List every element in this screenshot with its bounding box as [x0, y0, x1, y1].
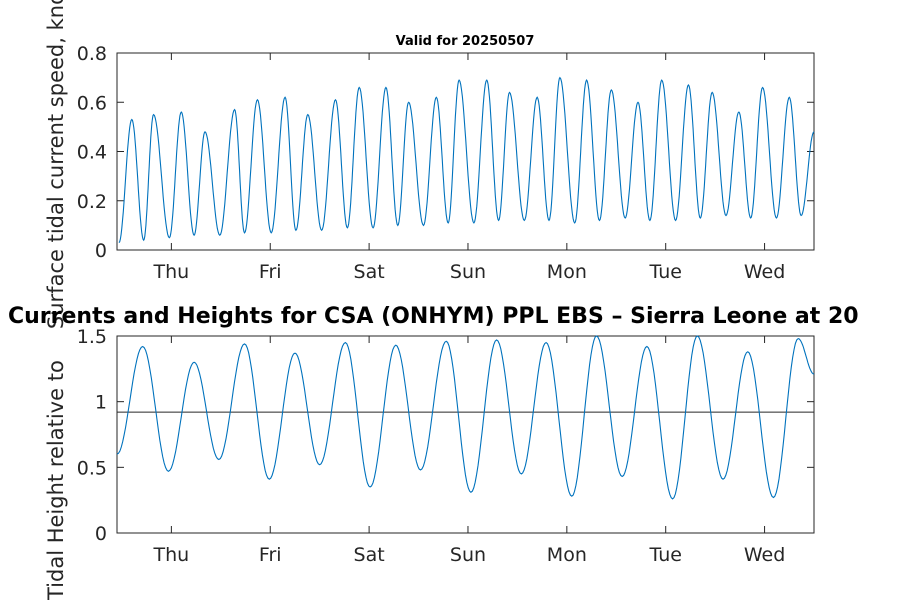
height-y-axis: 0 0.5 1 1.5 [77, 326, 814, 545]
x-tick-label: Fri [259, 544, 282, 566]
tidal-height-line [116, 335, 815, 500]
x-tick-label: Sat [354, 261, 385, 283]
current-plot-frame [116, 52, 815, 251]
height-plot-frame [116, 335, 815, 534]
x-tick-label: Mon [547, 261, 587, 283]
height-y-label: Tidal Height relative to [44, 360, 68, 600]
tidal-height-chart: Thu Fri Sat Sun Mon Tue Wed 0 0.5 1 1.5 Tidal Hei… [8, 304, 859, 600]
x-tick-label: Thu [153, 544, 190, 566]
y-tick-label: 1.5 [77, 326, 107, 348]
height-chart-title: Currents and Heights for CSA (ONHYM) PPL… [8, 304, 859, 329]
y-tick-label: 1 [95, 392, 107, 414]
x-tick-label: Tue [648, 261, 681, 283]
x-tick-label: Wed [744, 544, 785, 566]
x-tick-label: Fri [259, 261, 282, 283]
y-tick-label: 0.6 [77, 92, 107, 114]
current-y-axis: 0 0.2 0.4 0.6 0.8 [77, 43, 814, 262]
y-tick-label: 0.5 [77, 457, 107, 479]
x-tick-label: Sun [450, 544, 486, 566]
y-tick-label: 0.8 [77, 43, 107, 65]
y-tick-label: 0.4 [77, 142, 107, 164]
y-tick-label: 0 [95, 523, 107, 545]
x-tick-label: Thu [153, 261, 190, 283]
x-tick-label: Wed [744, 261, 785, 283]
current-y-label: Surface tidal current speed, knots [44, 0, 68, 329]
y-tick-label: 0.2 [77, 191, 107, 213]
x-tick-label: Sat [354, 544, 385, 566]
current-chart-title: Valid for 20250507 [396, 34, 535, 49]
current-speed-line [118, 76, 815, 243]
x-tick-label: Mon [547, 544, 587, 566]
current-x-axis: Thu Fri Sat Sun Mon Tue Wed [153, 53, 785, 283]
x-tick-label: Sun [450, 261, 486, 283]
current-speed-chart: Valid for 20250507 Thu Fri Sat Sun Mon Tue Wed… [44, 0, 815, 329]
height-x-axis: Thu Fri Sat Sun Mon Tue Wed [153, 336, 785, 566]
x-tick-label: Tue [648, 544, 681, 566]
y-tick-label: 0 [95, 240, 107, 262]
